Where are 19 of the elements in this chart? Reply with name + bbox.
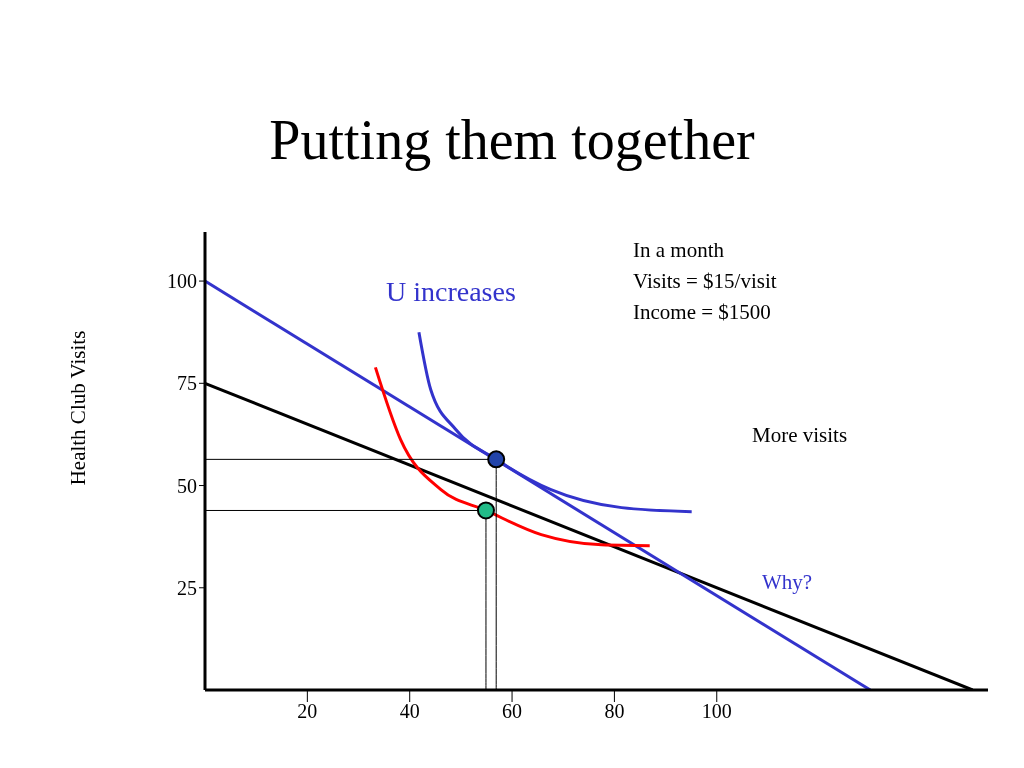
y-tick-label: 50 [177,474,197,497]
y-tick-label: 100 [167,270,197,293]
line-series [373,365,652,548]
x-tick-label: 80 [604,700,625,723]
y-tick-label: 75 [177,372,197,395]
chart-title: Putting them together [268,108,756,172]
x-tick-label: 60 [502,700,523,723]
x-tick-label: 100 [701,700,732,723]
annotation: Income = $1500 [633,300,771,325]
annotation: U increases [386,276,516,308]
annotation: More visits [752,423,848,448]
y-axis-title: Health Club Visits [65,330,91,486]
line-series [417,330,694,514]
annotation: Visits = $15/visit [633,269,777,294]
annotation: Why? [762,570,813,595]
y-tick-label: 25 [177,576,197,599]
annotation: In a month [633,238,724,263]
x-tick-label: 40 [399,700,420,723]
x-tick-label: 20 [297,700,318,723]
